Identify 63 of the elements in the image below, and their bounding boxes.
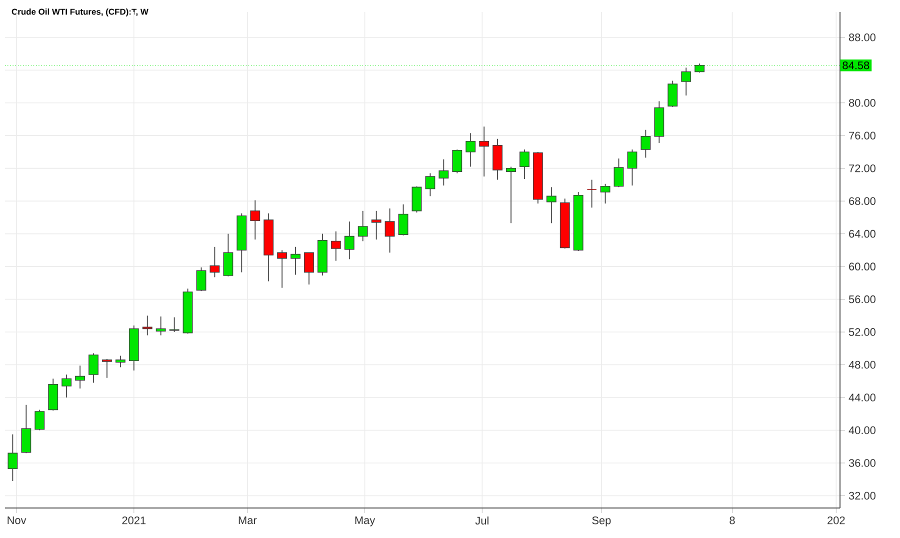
candlestick — [196, 266, 206, 292]
y-tick-label: 68.00 — [849, 197, 876, 205]
candlestick — [210, 246, 220, 278]
x-tick-label: 2021 — [122, 516, 146, 524]
candlestick — [412, 186, 422, 213]
x-tick-label: Nov — [8, 516, 26, 524]
candlestick — [115, 355, 126, 368]
candlestick — [34, 409, 45, 431]
y-tick-label: 88.00 — [848, 34, 876, 42]
candlestick — [546, 186, 556, 224]
x-tick-label: 202 — [828, 516, 845, 524]
candlestick — [384, 208, 395, 254]
y-tick-label: 64.00 — [849, 230, 876, 238]
candlestick — [358, 210, 368, 242]
candlestick — [223, 233, 234, 277]
candlestick — [62, 374, 72, 398]
candlestick — [640, 129, 651, 158]
candlestick — [21, 404, 32, 454]
candlestick — [304, 252, 314, 285]
candlestick — [75, 365, 85, 389]
candlestick — [330, 230, 341, 262]
y-tick-label: 32.00 — [848, 492, 876, 500]
candlestick — [438, 158, 449, 186]
candlestick — [466, 132, 476, 168]
y-tick-label: 56.00 — [848, 295, 876, 304]
x-tick-label: 8 — [730, 516, 735, 524]
y-tick-label: 40.00 — [848, 426, 876, 434]
y-tick-label: 36.00 — [848, 459, 876, 467]
candlestick — [88, 352, 98, 384]
candlestick — [614, 158, 624, 188]
y-tick-label: 44.00 — [848, 394, 876, 402]
candlestick — [452, 149, 462, 174]
candlestick — [102, 358, 112, 378]
candlestick — [681, 67, 692, 96]
candlestick — [250, 200, 260, 240]
chart-title: Crude Oil WTI Futures, (CFD):T, W — [12, 8, 148, 16]
x-tick-label: Sep — [592, 516, 611, 526]
x-tick-label: Jul — [475, 516, 488, 525]
candlestick — [425, 172, 436, 197]
candlestick — [627, 149, 638, 186]
candlestick — [8, 434, 18, 482]
candlestick — [668, 80, 678, 108]
candlestick — [344, 221, 354, 260]
y-tick-label: 52.00 — [848, 328, 876, 336]
x-tick-label: Mar — [238, 516, 257, 524]
y-tick-label: 72.00 — [849, 164, 876, 172]
candlestick — [169, 316, 180, 332]
candlestick — [277, 250, 288, 288]
candlestick — [520, 149, 530, 180]
y-tick-label: 76.00 — [849, 132, 876, 140]
y-tick-label: 80.00 — [848, 98, 876, 107]
candlestick — [506, 166, 516, 224]
ref-line-label: 84.58 — [842, 61, 870, 70]
candlestick — [371, 210, 382, 240]
y-tick-label: 60.00 — [849, 262, 876, 270]
candlestick — [398, 204, 408, 236]
candlestick — [600, 183, 610, 204]
candlestick — [290, 246, 300, 276]
y-tick-label: 48.00 — [848, 360, 876, 369]
x-tick-label: May — [355, 516, 376, 526]
candlestick — [156, 316, 166, 336]
candlestick — [586, 179, 597, 208]
candlestick — [479, 126, 490, 177]
